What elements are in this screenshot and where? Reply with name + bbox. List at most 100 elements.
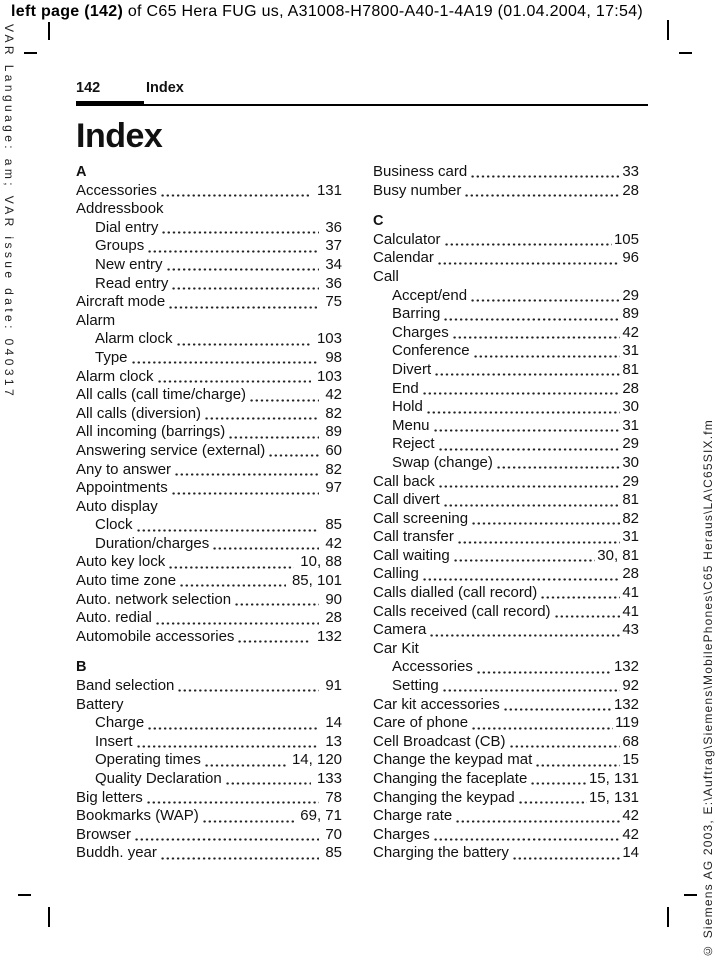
- index-entry: Buddh. year 85: [76, 844, 342, 863]
- index-entry-label: Appointments: [76, 479, 168, 497]
- dot-leader: [224, 770, 311, 789]
- index-entry-label: Call transfer: [373, 528, 454, 546]
- index-entry-label: Changing the faceplate: [373, 770, 528, 787]
- index-entry-page: 30: [622, 398, 639, 416]
- index-entry-label: Auto key lock: [76, 553, 166, 571]
- dot-leader: [147, 714, 320, 733]
- dot-leader: [470, 163, 621, 182]
- index-entry-page: 81: [622, 360, 639, 378]
- dot-leader: [437, 472, 621, 492]
- dot-leader: [530, 770, 587, 789]
- index-entry-page: 42: [622, 323, 639, 341]
- dot-leader: [161, 218, 320, 238]
- index-entry-label: Buddh. year: [76, 844, 157, 862]
- index-entry: Changing the faceplate 15, 131: [373, 770, 639, 789]
- dot-leader: [432, 825, 621, 845]
- index-entry: Bookmarks (WAP) 69, 71: [76, 807, 342, 826]
- index-entry-page: 15, 131: [588, 770, 639, 787]
- dot-leader: [443, 230, 612, 250]
- index-entry: Divert 81: [373, 360, 639, 380]
- index-entry: Barring 89: [373, 305, 639, 324]
- page-number: 142: [76, 80, 101, 96]
- index-entry-page: 28: [622, 181, 639, 199]
- index-entry-label: Addressbook: [76, 200, 164, 218]
- dot-leader: [442, 491, 621, 510]
- index-column-right: Business card 33 Busy number 28 C Calculator 1…: [373, 163, 639, 863]
- index-entry: Addressbook: [76, 200, 342, 219]
- index-entry-page: 31: [622, 528, 639, 546]
- index-entry-page: 37: [325, 237, 342, 255]
- index-entry-label: Barring: [392, 305, 441, 323]
- index-entry-page: 82: [622, 509, 639, 527]
- crop-mark-bottom-right-horizontal: [684, 894, 697, 896]
- index-entry-label: Quality Declaration: [95, 770, 222, 787]
- index-entry: Accessories 132: [373, 658, 639, 678]
- dot-leader: [204, 404, 320, 424]
- index-entry-label: Reject: [392, 435, 435, 453]
- index-entry: New entry 34: [76, 255, 342, 275]
- index-entry-page: 92: [622, 677, 639, 695]
- dot-leader: [471, 714, 614, 733]
- index-entry-page: 42: [622, 825, 639, 843]
- index-entry-label: Call screening: [373, 509, 469, 527]
- index-entry-page: 28: [622, 565, 639, 583]
- index-entry: Alarm clock 103: [76, 367, 342, 387]
- index-entry-page: 42: [325, 534, 342, 552]
- dot-leader: [540, 584, 621, 603]
- index-entry-label: Calls received (call record): [373, 602, 551, 620]
- index-entry-label: Busy number: [373, 181, 462, 199]
- index-entry-label: Charges: [392, 323, 449, 341]
- index-entry-page: 68: [622, 732, 639, 750]
- header-rule-thick-segment: [76, 101, 144, 106]
- dot-leader: [502, 695, 612, 715]
- index-entry: Calling 28: [373, 565, 639, 585]
- index-entry-label: Browser: [76, 825, 132, 843]
- index-entry: Any to answer 82: [76, 460, 342, 480]
- dot-leader: [434, 360, 621, 380]
- index-entry-label: Dial entry: [95, 218, 159, 236]
- index-entry: Accessories 131: [76, 181, 342, 201]
- index-entry: Alarm: [76, 312, 342, 331]
- dot-leader: [443, 305, 621, 324]
- index-entry-page: 15, 131: [588, 788, 639, 806]
- index-entry: Call divert 81: [373, 491, 639, 510]
- dot-leader: [511, 844, 621, 863]
- index-entry-page: 33: [622, 163, 639, 180]
- index-entry-label: Charging the battery: [373, 844, 509, 862]
- header-rule: [76, 101, 648, 106]
- index-entry: Auto. network selection 90: [76, 590, 342, 610]
- crop-mark-top-left-vertical: [48, 22, 50, 40]
- dot-leader: [135, 516, 320, 535]
- index-entry-page: 90: [325, 590, 342, 608]
- dot-leader: [421, 379, 621, 399]
- index-entry: Quality Declaration 133: [76, 770, 342, 789]
- index-entry: Calls dialled (call record) 41: [373, 584, 639, 603]
- dot-leader: [436, 249, 621, 268]
- index-entry: Dial entry 36: [76, 218, 342, 238]
- index-entry-page: 89: [622, 305, 639, 323]
- index-entry: Change the keypad mat 15: [373, 751, 639, 770]
- index-entry: Charges 42: [373, 825, 639, 845]
- dot-leader: [171, 274, 320, 294]
- index-entry-page: 14: [622, 844, 639, 862]
- dot-leader: [464, 181, 621, 201]
- index-entry-label: Aircraft mode: [76, 293, 166, 311]
- index-entry-label: Divert: [392, 360, 432, 378]
- index-entry: Swap (change) 30: [373, 453, 639, 473]
- index-columns: A Accessories 131 Addressbook Dial entry 36 Gr…: [76, 163, 648, 863]
- index-entry: Conference 31: [373, 342, 639, 361]
- index-entry-page: 41: [622, 602, 639, 620]
- index-entry: Charging the battery 14: [373, 844, 639, 863]
- dot-leader: [249, 386, 320, 405]
- index-entry: Appointments 97: [76, 479, 342, 498]
- index-entry-label: Alarm clock: [95, 330, 173, 348]
- index-entry: Automobile accessories 132: [76, 627, 342, 647]
- index-entry-page: 75: [325, 293, 342, 311]
- index-entry-label: Accessories: [76, 181, 157, 199]
- index-entry-label: Change the keypad mat: [373, 751, 533, 769]
- print-annotation-details: of C65 Hera FUG us, A31008-H7800-A40-1-4…: [123, 3, 644, 20]
- index-entry-label: Call divert: [373, 491, 440, 509]
- index-entry-label: Any to answer: [76, 460, 172, 478]
- dot-leader: [154, 609, 320, 628]
- index-entry: Calculator 105: [373, 230, 639, 250]
